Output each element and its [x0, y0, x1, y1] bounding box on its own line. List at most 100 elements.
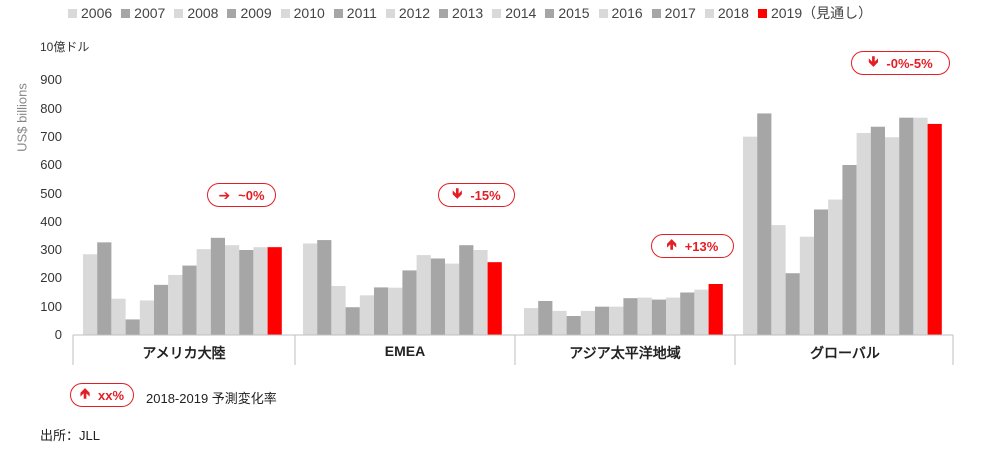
bar-2007-アメリカ大陸 — [97, 242, 112, 335]
bar-2008-グローバル — [771, 225, 786, 335]
bar-2012-アジア太平洋地域 — [609, 306, 624, 335]
change-badge-global: 🡻 -0%-5% — [851, 51, 950, 75]
bar-2017-アジア太平洋地域 — [680, 292, 695, 335]
bar-2016-EMEA — [445, 263, 460, 335]
bar-2015-グローバル — [870, 126, 885, 335]
key-description: 2018-2019 予測変化率 — [146, 391, 277, 406]
legend-label: 2019（見通し） — [770, 5, 873, 21]
legend-swatch — [439, 8, 449, 18]
bar-2016-グローバル — [885, 137, 900, 335]
legend-swatch — [68, 8, 77, 18]
legend: 2006 2007 2008 2009 2010 2011 2012 2013 2014 2015… — [68, 3, 881, 23]
y-tick-label: 100 — [40, 299, 62, 314]
legend-item: 2013 — [439, 5, 483, 21]
y-tick-label: 300 — [40, 242, 62, 257]
legend-item: 2006 — [68, 5, 112, 21]
legend-swatch — [333, 8, 343, 18]
bar-2019（見通し）-アジア太平洋地域 — [708, 284, 723, 335]
bar-2011-アジア太平洋地域 — [595, 306, 610, 335]
bar-2006-アジア太平洋地域 — [524, 308, 539, 335]
bar-2018-アジア太平洋地域 — [694, 289, 709, 335]
bar-2019（見通し）-EMEA — [487, 262, 502, 335]
legend-label: 2016 — [611, 5, 643, 21]
x-category-label: アジア太平洋地域 — [569, 345, 681, 361]
bar-2017-EMEA — [459, 245, 474, 335]
change-badge-text: -0%-5% — [886, 55, 933, 71]
bar-2017-グローバル — [899, 117, 914, 335]
legend-item: 2011 — [333, 5, 377, 21]
y-tick-label: 400 — [40, 214, 62, 229]
bar-2012-グローバル — [828, 199, 843, 335]
bar-2010-アジア太平洋地域 — [580, 310, 595, 335]
bar-2006-グローバル — [743, 136, 758, 335]
y-tick-label: 900 — [40, 72, 62, 87]
bar-2013-EMEA — [402, 270, 417, 335]
bar-2009-アジア太平洋地域 — [566, 316, 581, 335]
bar-2013-アジア太平洋地域 — [623, 298, 638, 335]
y-tick-label: 0 — [54, 327, 62, 342]
x-category-label: EMEA — [384, 343, 426, 359]
bar-2008-EMEA — [331, 285, 346, 335]
bar-2010-アメリカ大陸 — [139, 300, 154, 335]
x-category-label: グローバル — [810, 345, 880, 361]
change-badge-americas: ➔ ~0% — [207, 183, 276, 207]
bar-2014-EMEA — [416, 255, 431, 335]
legend-item: 2008 — [174, 5, 218, 21]
legend-label: 2017 — [664, 5, 696, 21]
bar-2007-アジア太平洋地域 — [538, 301, 553, 335]
bar-2019（見通し）-グローバル — [927, 123, 942, 336]
legend-item: 2009 — [227, 5, 272, 21]
y-tick-label: 600 — [40, 157, 62, 172]
legend-label: 2007 — [134, 5, 166, 21]
arrow-up-icon: 🡹 — [79, 385, 91, 401]
y-tick-label: 200 — [40, 270, 62, 285]
bar-2018-グローバル — [913, 117, 928, 335]
legend-label: 2014 — [505, 5, 537, 21]
bar-2007-EMEA — [317, 240, 332, 335]
legend-swatch — [174, 8, 184, 18]
legend-swatch — [545, 8, 555, 18]
x-category-label: アメリカ大陸 — [142, 345, 226, 361]
legend-label: 2011 — [346, 5, 377, 21]
legend-item: 2017 — [651, 5, 696, 21]
bar-2006-EMEA — [303, 243, 318, 335]
bar-2009-グローバル — [785, 273, 800, 335]
units-label: 10億ドル — [40, 40, 90, 54]
bar-2014-グローバル — [856, 132, 871, 335]
bar-2011-グローバル — [814, 209, 829, 335]
bar-2014-アジア太平洋地域 — [637, 297, 652, 335]
bar-2016-アジア太平洋地域 — [666, 297, 681, 335]
bar-2015-EMEA — [430, 258, 445, 335]
legend-swatch — [280, 8, 290, 18]
legend-swatch — [492, 8, 502, 18]
legend-item: 2019（見通し） — [757, 3, 873, 23]
bar-2012-アメリカ大陸 — [168, 274, 183, 335]
legend-swatch — [598, 8, 608, 18]
key-badge-text: xx% — [98, 387, 125, 403]
y-tick-label: 700 — [40, 129, 62, 144]
legend-item: 2015 — [545, 5, 590, 21]
bar-2019（見通し）-アメリカ大陸 — [267, 247, 282, 335]
legend-swatch — [651, 8, 661, 18]
legend-label: 2006 — [81, 5, 113, 21]
legend-swatch — [757, 8, 767, 18]
change-badge-text: ~0% — [238, 187, 265, 203]
legend-item: 2010 — [280, 5, 325, 21]
legend-swatch — [385, 8, 395, 18]
y-tick-label: 800 — [40, 101, 62, 116]
legend-label: 2009 — [240, 5, 272, 21]
bar-2018-EMEA — [473, 250, 488, 335]
change-badge-text: -15% — [470, 187, 501, 203]
arrow-down-icon: 🡻 — [868, 53, 879, 69]
legend-label: 2010 — [293, 5, 325, 21]
arrow-right-icon: ➔ — [218, 186, 231, 203]
source-note: 出所：JLL — [40, 428, 100, 443]
change-badge-emea: 🡻 -15% — [438, 183, 515, 207]
bar-2013-グローバル — [842, 165, 857, 335]
bar-2009-アメリカ大陸 — [125, 319, 140, 335]
bar-2010-EMEA — [359, 295, 374, 335]
legend-item: 2014 — [492, 5, 536, 21]
legend-label: 2018 — [717, 5, 749, 21]
bar-2014-アメリカ大陸 — [196, 249, 211, 335]
